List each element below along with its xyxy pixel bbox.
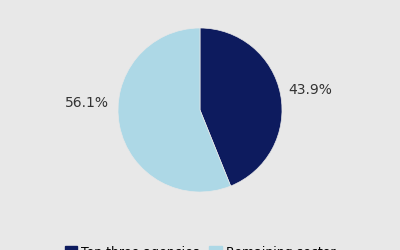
Wedge shape [118,28,231,192]
Text: 56.1%: 56.1% [65,96,109,110]
Legend: Top three agencies, Remaining sector: Top three agencies, Remaining sector [60,241,340,250]
Text: 43.9%: 43.9% [289,82,333,96]
Wedge shape [200,28,282,186]
